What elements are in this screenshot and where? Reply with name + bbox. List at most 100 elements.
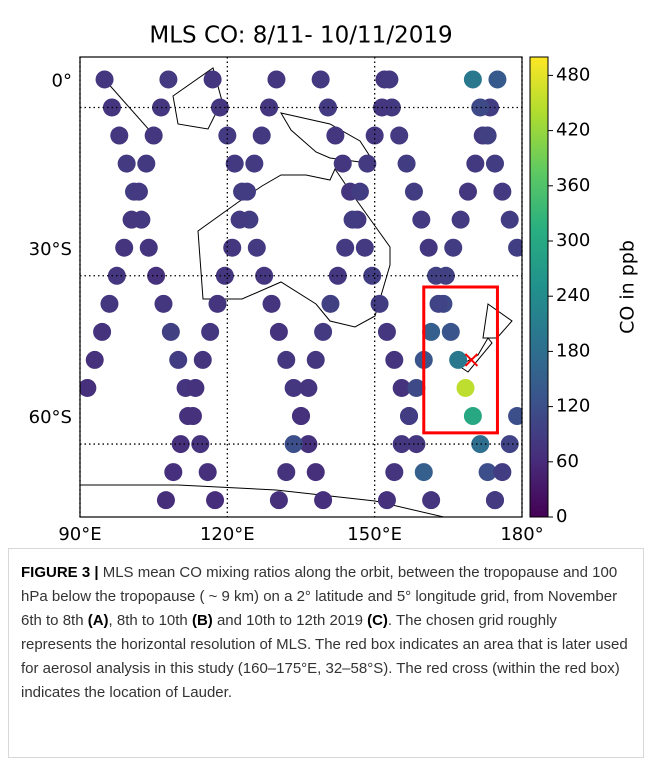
data-point: [488, 70, 507, 89]
caption-text: (C): [367, 612, 388, 629]
data-point: [385, 350, 404, 369]
data-point: [485, 491, 504, 510]
data-point: [355, 238, 374, 257]
colorbar-label: CO in ppb: [617, 240, 639, 334]
data-point: [179, 407, 198, 426]
data-point: [164, 463, 183, 482]
data-point: [419, 238, 438, 257]
data-point: [400, 407, 419, 426]
data-point: [314, 491, 333, 510]
data-point: [95, 70, 114, 89]
data-point: [255, 266, 274, 285]
data-point: [363, 266, 382, 285]
data-point: [147, 266, 166, 285]
colorbar-tick-label: 360: [556, 175, 590, 196]
figure: MLS CO: 8/11- 10/11/2019 CO in ppb 90°E 1…: [29, 23, 639, 546]
data-point: [326, 126, 345, 145]
data-point: [429, 294, 448, 313]
colorbar-tick-label: 0: [556, 506, 567, 527]
lauder-cross: [464, 353, 479, 367]
data-point: [203, 70, 222, 89]
colorbar-tick-label: 300: [556, 230, 590, 251]
data-point: [463, 407, 482, 426]
data-point: [154, 294, 173, 313]
data-point: [397, 154, 416, 173]
y-tick-label: 30°S: [29, 239, 72, 260]
data-point: [252, 126, 271, 145]
data-point: [412, 210, 431, 229]
data-point: [85, 350, 104, 369]
colorbar-tick-label: 60: [556, 451, 579, 472]
caption-text: and 10th to 12th 2019: [212, 612, 368, 629]
data-point: [456, 378, 475, 397]
data-point: [277, 463, 296, 482]
data-point: [208, 294, 227, 313]
data-point: [284, 435, 303, 454]
data-point: [314, 322, 333, 341]
data-point: [392, 378, 411, 397]
data-point: [93, 322, 112, 341]
colorbar-tick-label: 480: [556, 64, 590, 85]
data-point: [171, 435, 190, 454]
data-point: [129, 182, 148, 201]
caption-text: , 8th to 10th: [108, 612, 192, 629]
data-point: [350, 182, 369, 201]
data-point: [404, 182, 423, 201]
y-tick-label: 0°: [52, 70, 72, 91]
data-point: [247, 238, 266, 257]
data-point: [463, 70, 482, 89]
map: [80, 67, 522, 517]
data-point: [193, 350, 212, 369]
data-point: [343, 210, 362, 229]
caption-text: . The chosen grid roughly represents the…: [21, 612, 628, 701]
data-point: [422, 491, 441, 510]
data-point: [500, 435, 519, 454]
data-point: [161, 322, 180, 341]
data-point: [230, 210, 249, 229]
data-point: [139, 238, 158, 257]
data-point: [137, 154, 156, 173]
caption-text: MLS mean CO mixing ratios along the orbi…: [21, 564, 618, 629]
x-tick-label: 180°: [500, 524, 543, 545]
data-point: [277, 350, 296, 369]
data-point: [245, 154, 264, 173]
data-point: [321, 294, 340, 313]
y-tick-label: 60°S: [29, 407, 72, 428]
data-point: [358, 154, 377, 173]
colorbar: [529, 56, 549, 518]
data-point: [493, 463, 512, 482]
data-point: [191, 435, 210, 454]
colorbar-tick-label: 120: [556, 396, 590, 417]
data-point: [198, 463, 217, 482]
data-point: [269, 322, 288, 341]
borneo: [172, 67, 223, 130]
data-point: [392, 435, 411, 454]
data-point: [100, 294, 119, 313]
data-point: [306, 463, 325, 482]
data-point: [478, 463, 497, 482]
data-point: [414, 463, 433, 482]
data-point: [466, 154, 485, 173]
data-point: [156, 491, 175, 510]
data-point: [80, 378, 97, 397]
data-point: [206, 491, 225, 510]
x-tick-label: 120°E: [200, 524, 255, 545]
nz-south: [458, 337, 493, 373]
data-point: [441, 322, 460, 341]
caption: FIGURE 3 | MLS mean CO mixing ratios alo…: [8, 548, 644, 758]
data-point: [269, 491, 288, 510]
data-point: [336, 238, 355, 257]
colorbar-tick-label: 240: [556, 285, 590, 306]
data-point: [115, 238, 134, 257]
caption-text: (B): [191, 612, 213, 629]
data-point: [508, 238, 522, 257]
data-point: [186, 378, 205, 397]
caption-text: FIGURE 3 |: [21, 564, 99, 581]
data-point: [478, 126, 497, 145]
region-box: [422, 285, 499, 435]
data-point: [144, 126, 163, 145]
x-tick-label: 150°E: [347, 524, 402, 545]
data-point: [267, 70, 286, 89]
data-point: [110, 126, 129, 145]
